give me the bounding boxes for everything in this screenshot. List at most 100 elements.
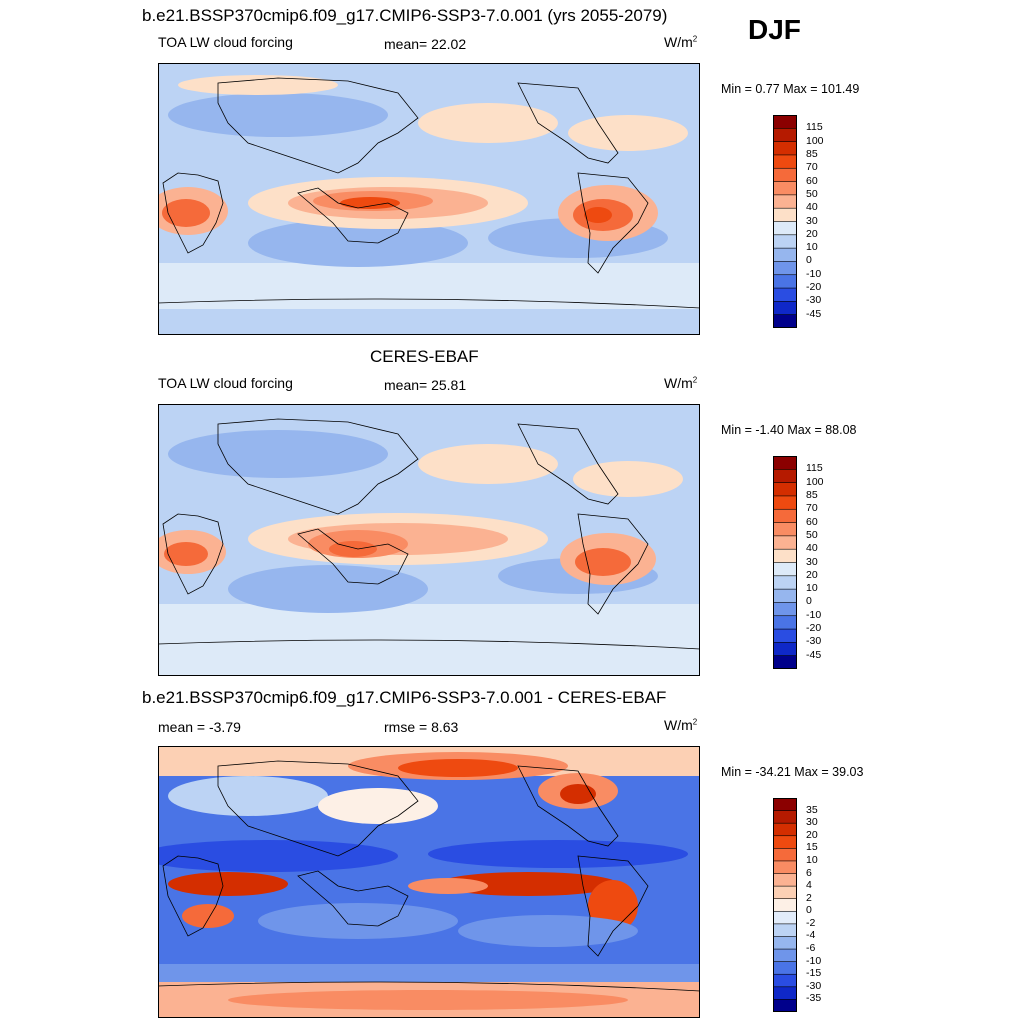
colorbar-tick-label: -4 [806,929,816,942]
colorbar-swatch [772,548,798,564]
colorbar-tick-label: -20 [806,281,822,294]
colorbar-tick-label: 30 [806,816,818,829]
panel3-units: W/m2 [664,717,698,733]
colorbar-swatch [772,274,798,289]
colorbar-tick-label: 35 [806,803,818,816]
colorbar-tick-label: 30 [806,555,818,568]
colorbar-swatch [772,602,798,617]
panel1-title: b.e21.BSSP370cmip6.f09_g17.CMIP6-SSP3-7.… [142,6,668,25]
season-label: DJF [748,14,801,45]
colorbar-swatch [772,961,798,976]
colorbar-swatch [772,986,798,1001]
colorbar-tick-label: 70 [806,161,818,174]
colorbar-swatch [772,522,798,537]
colorbar-tick-label: -35 [806,992,822,1005]
panel2-title: CERES-EBAF [370,347,479,366]
colorbar-tick-label: 10 [806,853,818,866]
panel2-variable-label: TOA LW cloud forcing [158,375,293,391]
colorbar-tick-label: 115 [806,462,823,475]
colorbar-swatch [772,495,798,511]
colorbar-swatch [772,615,798,630]
colorbar-tick-label: -45 [806,648,822,661]
colorbar-swatch [772,575,798,590]
colorbar-swatch [772,207,798,223]
colorbar-tick-label: 20 [806,227,818,240]
colorbar-tick-label: 85 [806,147,818,160]
colorbar-swatch [772,797,798,812]
colorbar-swatch [772,588,798,604]
colorbar-swatch [772,885,798,900]
colorbar-swatch [772,835,798,850]
colorbar-swatch [772,261,798,276]
colorbar-swatch [772,910,798,925]
colorbar-tick-label: 40 [806,542,818,555]
colorbar-swatch [772,508,798,524]
panel3-colorbar [772,797,798,1013]
panel3-colorbar-swatches [772,797,798,1013]
colorbar-tick-label: 70 [806,502,818,515]
panel2-mean-label: mean= 25.81 [384,377,467,393]
colorbar-tick-label: 2 [806,891,812,904]
colorbar-swatch [772,247,798,263]
colorbar-tick-label: -30 [806,979,822,992]
colorbar-tick-label: 100 [806,475,824,488]
colorbar-tick-label: 4 [806,879,812,892]
panel3-map [158,746,700,1018]
colorbar-swatch [772,141,798,156]
colorbar-tick-label: -10 [806,608,822,621]
panel3-mean-label: mean = -3.79 [158,719,241,735]
colorbar-swatch [772,973,798,988]
colorbar-tick-label: -30 [806,294,822,307]
colorbar-tick-label: 50 [806,187,818,200]
colorbar-swatch [772,128,798,143]
colorbar-swatch [772,848,798,862]
panel3-title: b.e21.BSSP370cmip6.f09_g17.CMIP6-SSP3-7.… [142,688,667,707]
colorbar-swatch [772,301,798,316]
colorbar-swatch [772,469,798,484]
colorbar-tick-label: 115 [806,121,823,134]
colorbar-swatch [772,314,798,329]
colorbar-tick-label: -10 [806,954,822,967]
colorbar-tick-label: 6 [806,866,812,879]
panel2-units: W/m2 [664,375,698,391]
colorbar-tick-label: -10 [806,267,822,280]
colorbar-tick-label: -30 [806,635,822,648]
panel1-map [158,63,700,335]
colorbar-swatch [772,655,798,670]
colorbar-tick-label: 15 [806,841,818,854]
colorbar-tick-label: 10 [806,241,818,254]
panel2-colorbar-swatches [772,455,798,670]
colorbar-tick-label: 40 [806,201,818,214]
colorbar-swatch [772,999,798,1013]
panel1-mean-label: mean= 22.02 [384,36,467,52]
panel3-rmse-label: rmse = 8.63 [384,719,459,735]
colorbar-swatch [772,923,798,938]
colorbar-swatch [772,873,798,887]
colorbar-swatch [772,642,798,657]
colorbar-swatch [772,535,798,550]
colorbar-tick-label: -45 [806,307,822,320]
colorbar-tick-label: 0 [806,595,812,608]
colorbar-tick-label: 60 [806,515,818,528]
colorbar-swatch [772,114,798,130]
colorbar-tick-label: 50 [806,528,818,541]
colorbar-swatch [772,936,798,950]
colorbar-swatch [772,860,798,875]
colorbar-swatch [772,455,798,471]
panel2-colorbar [772,455,798,670]
panel1-variable-label: TOA LW cloud forcing [158,34,293,50]
panel3-minmax: Min = -34.21 Max = 39.03 [721,765,864,779]
panel1-colorbar-swatches [772,114,798,329]
panel1-minmax: Min = 0.77 Max = 101.49 [721,82,860,96]
colorbar-swatch [772,194,798,209]
colorbar-tick-label: 20 [806,568,818,581]
colorbar-tick-label: 0 [806,904,812,917]
colorbar-swatch [772,234,798,249]
colorbar-swatch [772,810,798,824]
colorbar-tick-label: -15 [806,967,822,980]
colorbar-swatch [772,822,798,837]
colorbar-swatch [772,287,798,303]
colorbar-tick-label: 0 [806,254,812,267]
colorbar-tick-label: -20 [806,622,822,635]
colorbar-swatch [772,898,798,913]
